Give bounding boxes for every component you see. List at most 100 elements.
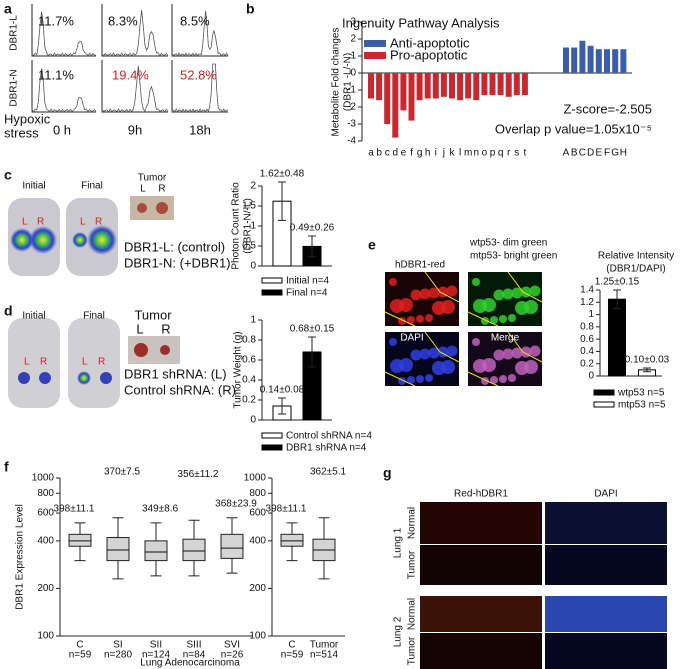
cell (425, 314, 433, 322)
value-label: 1.25±0.15 (595, 277, 640, 288)
histogram-curve (171, 63, 229, 113)
bar (521, 73, 528, 96)
panel-letter: b (246, 1, 255, 17)
panel-letter: d (4, 303, 13, 319)
x-tick-label: Tumor (310, 640, 339, 651)
whisker (74, 522, 86, 562)
whisker (112, 517, 124, 580)
cell (416, 375, 424, 383)
y-tick-label: 100 (249, 631, 266, 642)
bar (384, 73, 391, 124)
error-bar (308, 235, 316, 258)
bar (432, 73, 439, 99)
cell (428, 347, 440, 359)
bar (620, 49, 627, 73)
x-tick-label: l (459, 148, 461, 159)
error-bar (308, 336, 316, 368)
histogram-curve (31, 68, 97, 113)
image-label: DAPI (400, 333, 423, 344)
cell (482, 358, 496, 372)
n-label: n=59 (281, 650, 304, 661)
row-label: DBR1-N (9, 69, 20, 106)
y-tick-label: 100 (37, 631, 54, 642)
row-label: Lung 2 (393, 616, 404, 647)
y-tick-label: 1.2 (580, 297, 594, 308)
y-tick-label: 0.5 (242, 241, 256, 252)
outline (384, 331, 460, 387)
y-tick-label: 400 (37, 536, 54, 547)
box (220, 533, 244, 559)
signal (10, 228, 34, 252)
time-label: 0 h (53, 122, 71, 137)
y-tick-label: 0.2 (580, 358, 594, 369)
cell (511, 347, 523, 359)
y-tick-label: 0.8 (242, 335, 256, 346)
side-label: L (140, 184, 146, 195)
annotation: Z-score=-2.505 (563, 101, 652, 116)
x-tick-label: r (507, 148, 511, 159)
y-axis-label: Metabolite Fold changes (331, 28, 342, 137)
bar (571, 47, 578, 73)
y-tick-label: 0.4 (242, 375, 256, 386)
annotation: 398±11.1 (266, 504, 307, 515)
micrograph (420, 633, 542, 669)
x-tick-label: s (514, 148, 519, 159)
legend-swatch (364, 40, 386, 47)
side-label: L (82, 357, 88, 368)
n-label: n=59 (69, 650, 92, 661)
annotation: 398±11.1 (54, 504, 95, 515)
signal (72, 232, 88, 248)
cell (499, 375, 507, 383)
y-axis-label: Tumor Weight (g) (233, 331, 244, 408)
legend-swatch (261, 444, 283, 451)
y-tick-label: 1 (588, 309, 594, 320)
side-label: L (136, 321, 143, 336)
outline (384, 271, 460, 327)
mouse-image (68, 318, 120, 408)
annotation: 356±11.2 (178, 469, 219, 480)
x-tick-label: C (288, 640, 295, 651)
group-label: Control shRNA: (R) (124, 382, 236, 397)
percent: 8.5% (180, 13, 210, 28)
side-label: L (22, 217, 28, 228)
image-label: hDBR1-red (395, 260, 445, 271)
bar (473, 73, 480, 101)
signal (77, 371, 91, 385)
image-label: Merge (491, 333, 520, 344)
y-tick-label: 200 (249, 583, 266, 594)
group-label: DBR1 shRNA: (L) (124, 366, 227, 381)
error-bar (278, 181, 286, 221)
image-label: mtp53- bright green (470, 251, 557, 262)
cell (482, 298, 496, 312)
cell (472, 338, 480, 346)
legend-swatch (593, 389, 615, 396)
x-axis-label: Lung Adenocarcinoma (140, 658, 240, 669)
legend-label: DBR1 shRNA n=4 (286, 443, 367, 454)
cell (428, 287, 440, 299)
y-tick-label: 1.4 (580, 285, 594, 296)
panel-letter: c (4, 167, 12, 183)
x-tick-label: B (571, 148, 578, 159)
legend-swatch (364, 52, 386, 59)
bar (376, 73, 383, 101)
box (106, 537, 130, 562)
x-tick-label: p (490, 148, 496, 159)
x-tick-label: SII (150, 640, 162, 651)
x-tick-label: C (579, 148, 586, 159)
micrograph (420, 502, 542, 544)
x-tick-label: c (385, 148, 390, 159)
bar (595, 49, 602, 73)
cell (399, 358, 413, 372)
mouse-image (8, 318, 60, 408)
y-tick-label: 1000 (32, 473, 55, 484)
bar (368, 73, 374, 99)
n-label: n=280 (104, 650, 133, 661)
cell (407, 376, 415, 384)
x-tick-label: t (524, 148, 527, 159)
histogram-curve (171, 10, 229, 57)
legend-label: Final n=4 (286, 288, 328, 299)
annotation: 362±5.1 (310, 466, 347, 477)
panel-letter: f (4, 459, 9, 475)
y-tick-label: 0.8 (580, 321, 594, 332)
bar (465, 73, 472, 99)
